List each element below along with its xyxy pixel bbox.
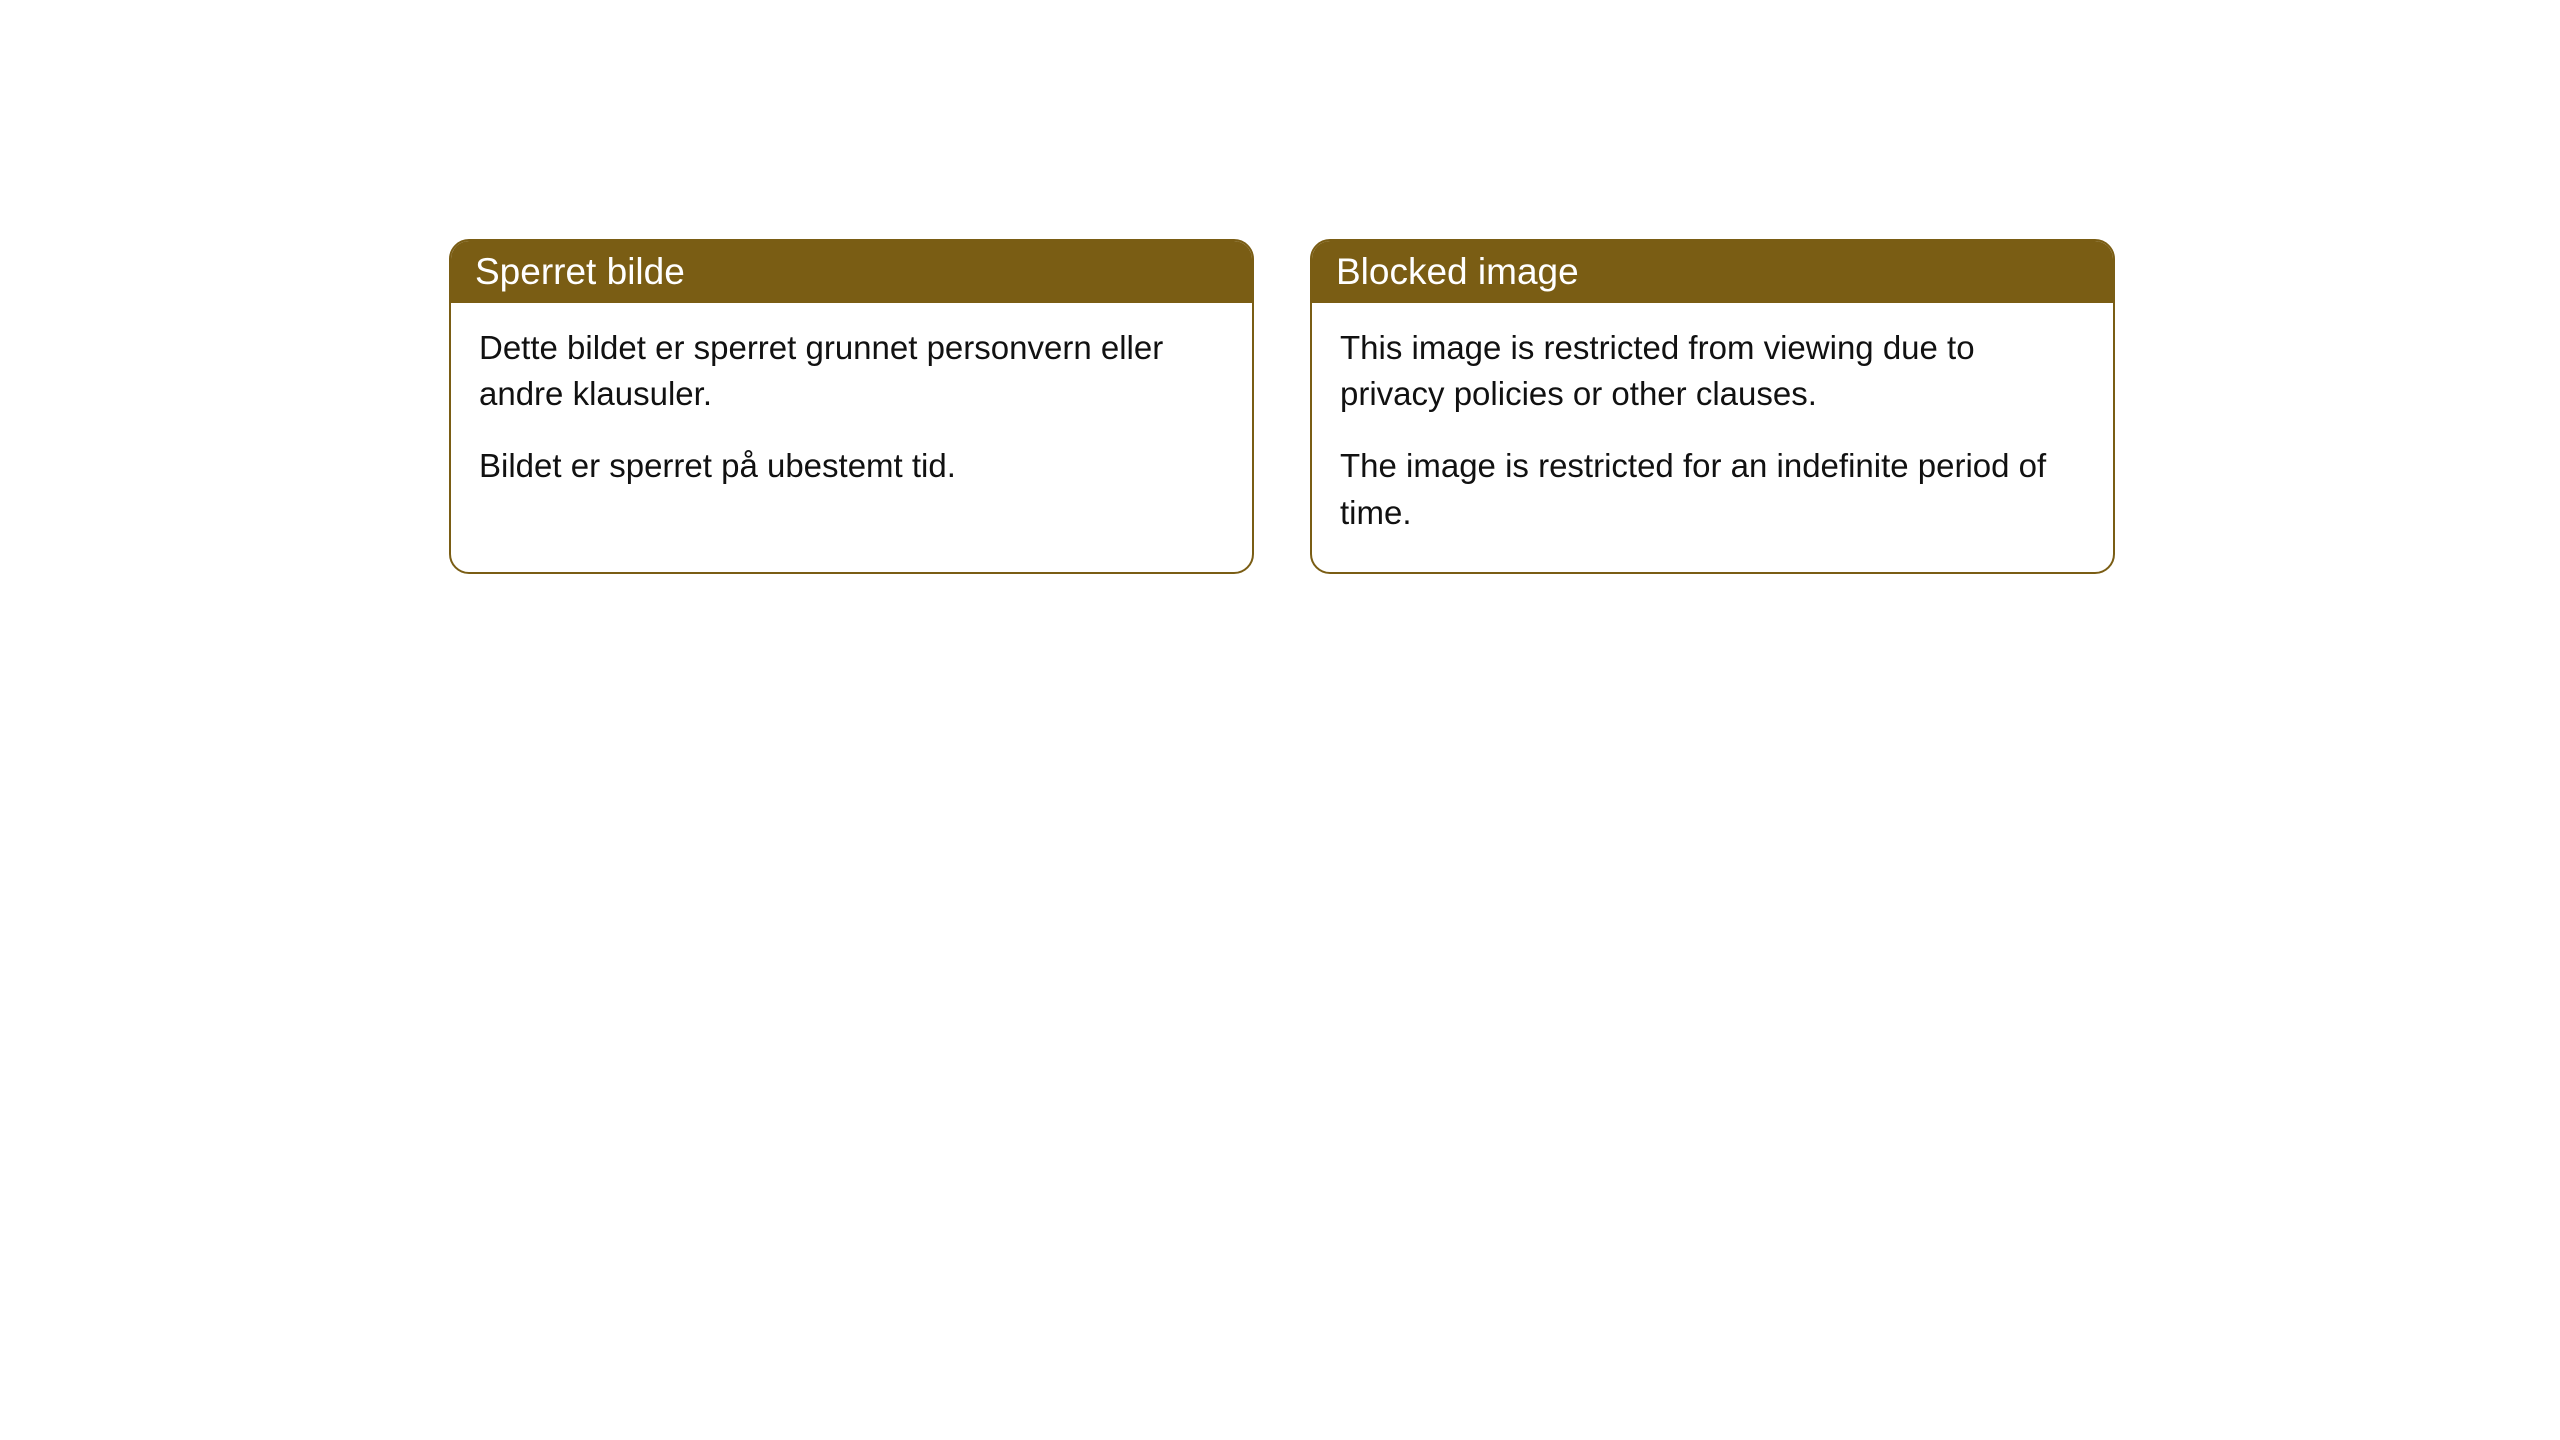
card-body: This image is restricted from viewing du…	[1312, 303, 2113, 572]
notice-cards-container: Sperret bilde Dette bildet er sperret gr…	[449, 239, 2115, 574]
notice-paragraph: The image is restricted for an indefinit…	[1340, 443, 2085, 535]
notice-paragraph: Bildet er sperret på ubestemt tid.	[479, 443, 1224, 489]
notice-paragraph: Dette bildet er sperret grunnet personve…	[479, 325, 1224, 417]
notice-card-english: Blocked image This image is restricted f…	[1310, 239, 2115, 574]
card-header: Blocked image	[1312, 241, 2113, 303]
notice-paragraph: This image is restricted from viewing du…	[1340, 325, 2085, 417]
notice-card-norwegian: Sperret bilde Dette bildet er sperret gr…	[449, 239, 1254, 574]
card-body: Dette bildet er sperret grunnet personve…	[451, 303, 1252, 526]
card-header: Sperret bilde	[451, 241, 1252, 303]
